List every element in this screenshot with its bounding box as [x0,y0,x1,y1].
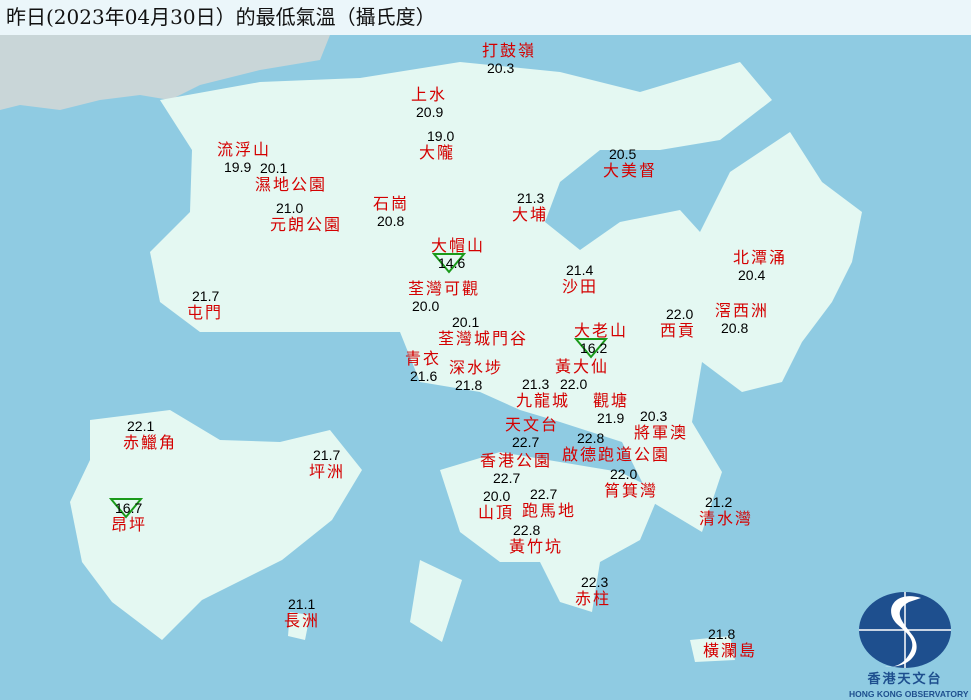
station-temperature: 21.0 [276,200,304,216]
hong-kong-island [440,452,660,612]
station-temperature: 20.3 [640,408,668,424]
station-name: 荃灣可觀 [408,279,481,298]
station-name: 香港公園 [480,451,553,470]
logo-chinese-text: 香港天文台 [867,672,943,687]
station-name: 橫瀾島 [703,641,758,660]
station-name: 長洲 [284,611,321,630]
title-bar: 昨日(2023年04月30日）的最低氣溫（攝氏度） [0,0,971,35]
station-temperature: 22.0 [610,466,638,482]
station-temperature: 21.3 [517,190,545,206]
station-name: 濕地公園 [255,175,328,194]
station-temperature: 21.6 [410,368,438,384]
station-temperature: 22.7 [512,434,540,450]
station-name: 觀塘 [593,391,630,410]
cheung-chau [288,612,310,640]
station-name: 深水埗 [449,358,504,377]
station-temperature: 22.7 [530,486,558,502]
station-name: 石崗 [373,194,410,213]
station-temperature: 20.9 [416,104,444,120]
station-temperature: 16.2 [580,340,608,356]
station-name: 滘西洲 [715,301,770,320]
station-temperature: 21.8 [455,377,483,393]
station-name: 將軍澳 [634,423,689,442]
station-temperature: 20.0 [412,298,440,314]
station-name: 北潭涌 [733,248,788,267]
station-name: 黃竹坑 [509,537,564,556]
station-temperature: 22.1 [127,418,155,434]
hko-emblem-icon [859,592,951,668]
station-name: 赤柱 [575,589,612,608]
station-temperature: 22.8 [577,430,605,446]
station-name: 屯門 [187,303,224,322]
station-temperature: 21.3 [522,376,550,392]
station-temperature: 19.9 [224,159,252,175]
hko-logo: 香港天文台 HONG KONG OBSERVATORY [849,588,969,699]
station-name: 坪洲 [309,462,346,481]
minimum-temperature-triangle-icon [432,253,466,274]
station-temperature: 22.8 [513,522,541,538]
lamma-island [410,560,462,642]
station-name: 打鼓嶺 [482,41,537,60]
station-temperature: 20.1 [452,314,480,330]
waglan-island [690,636,735,662]
station-temperature: 21.2 [705,494,733,510]
station-temperature: 20.8 [721,320,749,336]
station-name: 九龍城 [516,391,571,410]
station-name: 跑馬地 [522,501,577,520]
station-name: 大隴 [419,143,456,162]
station-temperature: 19.0 [427,128,455,144]
station-name: 山頂 [478,503,515,522]
station-name: 沙田 [562,277,599,296]
station-name: 大美督 [603,161,658,180]
station-temperature: 20.3 [487,60,515,76]
station-temperature: 21.7 [313,447,341,463]
station-temperature: 16.7 [115,500,143,516]
station-temperature: 22.0 [560,376,588,392]
map-title: 昨日(2023年04月30日）的最低氣溫（攝氏度） [6,5,436,29]
station-name: 天文台 [505,415,560,434]
station-temperature: 21.1 [288,596,316,612]
station-name: 大老山 [574,321,629,340]
station-name: 流浮山 [217,140,272,159]
station-name: 赤鱲角 [123,433,178,452]
station-temperature: 20.1 [260,160,288,176]
station-name: 大埔 [512,205,549,224]
station-name: 昂坪 [111,515,148,534]
station-name: 清水灣 [699,509,754,528]
station-temperature: 22.0 [666,306,694,322]
station-temperature: 20.5 [609,146,637,162]
station-temperature: 21.8 [708,626,736,642]
shenzhen-urban-area [0,35,330,110]
station-name: 啟德跑道公園 [562,445,671,464]
station-name: 西貢 [660,321,697,340]
station-name: 上水 [411,85,448,104]
lantau-island [70,410,362,640]
station-temperature: 14.6 [438,255,466,271]
station-name: 筲箕灣 [604,481,659,500]
station-temperature: 21.4 [566,262,594,278]
station-temperature: 20.8 [377,213,405,229]
station-name: 荃灣城門谷 [438,329,529,348]
station-temperature: 22.7 [493,470,521,486]
new-territories-kowloon [150,62,862,532]
station-name: 青衣 [405,349,442,368]
station-temperature: 22.3 [581,574,609,590]
minimum-temperature-triangle-icon [109,498,143,519]
station-name: 大帽山 [431,236,486,255]
station-temperature: 20.4 [738,267,766,283]
minimum-temperature-triangle-icon [574,338,608,359]
station-temperature: 21.7 [192,288,220,304]
station-name: 元朗公園 [270,215,343,234]
station-name: 黃大仙 [555,357,610,376]
station-temperature: 20.0 [483,488,511,504]
logo-english-text: HONG KONG OBSERVATORY [849,689,969,699]
station-temperature: 21.9 [597,410,625,426]
